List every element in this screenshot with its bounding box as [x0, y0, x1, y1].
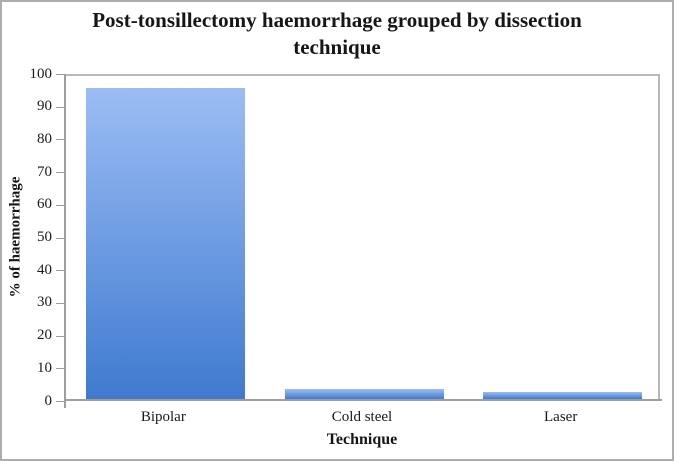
y-tick-mark [56, 74, 64, 75]
y-tick-mark [56, 401, 64, 402]
bar-laser [483, 392, 643, 399]
y-tick-label: 60 [37, 196, 52, 213]
y-tick-label: 90 [37, 98, 52, 115]
y-axis-line [64, 74, 66, 408]
y-tick-label: 40 [37, 261, 52, 278]
y-tick-label: 70 [37, 163, 52, 180]
y-tick-label: 0 [44, 392, 53, 409]
x-axis-title: Technique [326, 431, 398, 448]
y-tick-label: 80 [37, 130, 52, 147]
y-tick-label: 50 [37, 229, 52, 245]
x-category-label: Cold steel [331, 409, 393, 425]
y-tick-label: 100 [29, 65, 53, 82]
y-tick-label: 10 [37, 359, 52, 376]
y-tick-mark [56, 139, 64, 141]
plot-area [64, 74, 662, 408]
y-tick-mark [56, 302, 64, 304]
y-tick-mark [56, 335, 64, 337]
y-tick-label: 30 [37, 294, 52, 311]
x-category-label: Bipolar [140, 409, 186, 425]
y-tick-mark [56, 106, 64, 108]
bar-bipolar [85, 88, 245, 399]
x-category-label: Laser [544, 409, 578, 425]
y-tick-mark [56, 368, 64, 370]
y-tick-mark [56, 270, 64, 272]
y-tick-mark [56, 204, 64, 206]
x-axis-line [64, 399, 662, 401]
y-tick-mark [56, 237, 64, 239]
chart-title: Post-tonsillectomy haemorrhage grouped b… [92, 8, 582, 59]
bar-cold-steel [284, 389, 444, 399]
y-tick-label: 20 [37, 327, 52, 344]
y-tick-mark [56, 172, 64, 174]
